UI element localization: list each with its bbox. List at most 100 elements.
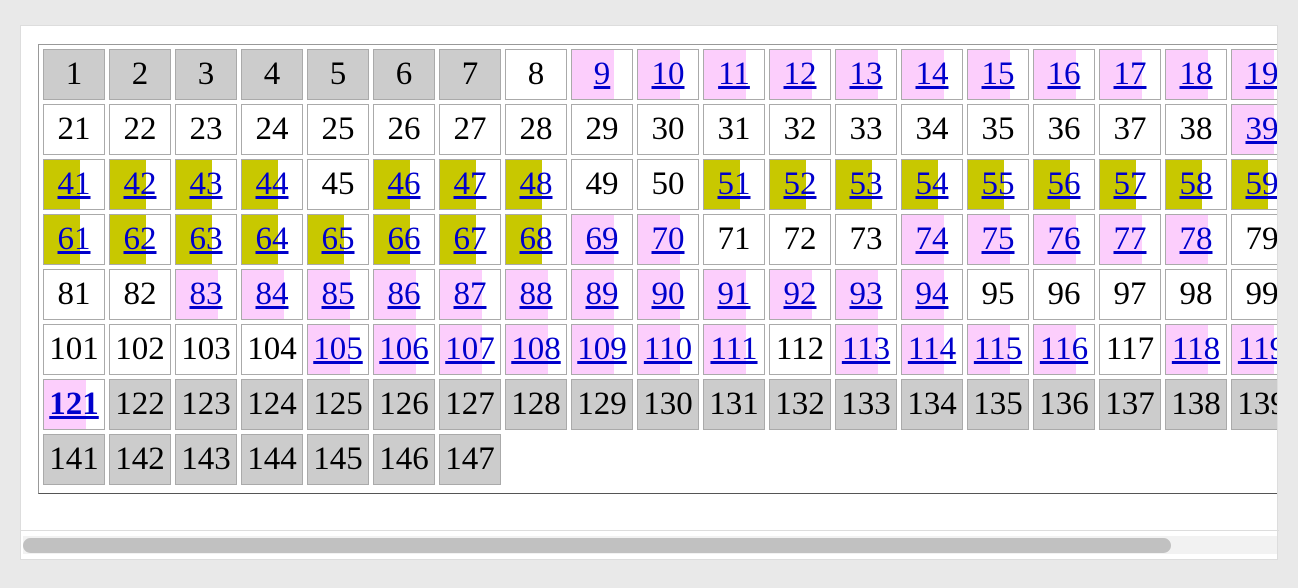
day-cell[interactable]: 9	[571, 49, 633, 100]
day-link[interactable]: 113	[841, 331, 891, 367]
day-link[interactable]: 39	[1245, 111, 1278, 147]
day-cell[interactable]: 53	[835, 159, 897, 210]
day-cell[interactable]: 46	[373, 159, 435, 210]
day-cell[interactable]: 121	[43, 379, 105, 430]
day-link[interactable]: 9	[593, 56, 611, 92]
day-link[interactable]: 109	[577, 331, 627, 367]
day-link[interactable]: 16	[1047, 56, 1081, 92]
day-link[interactable]: 65	[321, 221, 355, 257]
day-link[interactable]: 14	[915, 56, 949, 92]
day-link[interactable]: 105	[313, 331, 363, 367]
day-cell[interactable]: 70	[637, 214, 699, 265]
day-cell[interactable]: 42	[109, 159, 171, 210]
day-cell[interactable]: 119	[1231, 324, 1277, 375]
day-link[interactable]: 91	[717, 276, 751, 312]
day-link[interactable]: 119	[1237, 331, 1277, 367]
day-link[interactable]: 67	[453, 221, 487, 257]
day-cell[interactable]: 13	[835, 49, 897, 100]
day-link[interactable]: 66	[387, 221, 421, 257]
day-cell[interactable]: 39	[1231, 104, 1277, 155]
day-cell[interactable]: 11	[703, 49, 765, 100]
day-cell[interactable]: 113	[835, 324, 897, 375]
day-link[interactable]: 59	[1245, 166, 1278, 202]
day-link[interactable]: 63	[189, 221, 223, 257]
day-link[interactable]: 84	[255, 276, 289, 312]
day-link[interactable]: 86	[387, 276, 421, 312]
day-link[interactable]: 17	[1113, 56, 1147, 92]
day-cell[interactable]: 87	[439, 269, 501, 320]
day-cell[interactable]: 90	[637, 269, 699, 320]
day-cell[interactable]: 43	[175, 159, 237, 210]
day-cell[interactable]: 109	[571, 324, 633, 375]
day-link[interactable]: 115	[973, 331, 1023, 367]
day-link[interactable]: 12	[783, 56, 817, 92]
day-cell[interactable]: 16	[1033, 49, 1095, 100]
day-cell[interactable]: 114	[901, 324, 963, 375]
day-cell[interactable]: 94	[901, 269, 963, 320]
scrollbar-thumb[interactable]	[23, 538, 1171, 553]
day-link[interactable]: 83	[189, 276, 223, 312]
day-link[interactable]: 77	[1113, 221, 1147, 257]
day-cell[interactable]: 89	[571, 269, 633, 320]
day-link[interactable]: 108	[511, 331, 561, 367]
day-cell[interactable]: 15	[967, 49, 1029, 100]
day-cell[interactable]: 51	[703, 159, 765, 210]
day-link[interactable]: 43	[189, 166, 223, 202]
day-cell[interactable]: 48	[505, 159, 567, 210]
day-link[interactable]: 62	[123, 221, 157, 257]
day-cell[interactable]: 83	[175, 269, 237, 320]
day-cell[interactable]: 63	[175, 214, 237, 265]
day-link[interactable]: 87	[453, 276, 487, 312]
day-link[interactable]: 55	[981, 166, 1015, 202]
day-cell[interactable]: 76	[1033, 214, 1095, 265]
day-link[interactable]: 61	[57, 221, 91, 257]
day-cell[interactable]: 111	[703, 324, 765, 375]
day-cell[interactable]: 10	[637, 49, 699, 100]
day-link[interactable]: 111	[710, 331, 758, 367]
day-link[interactable]: 52	[783, 166, 817, 202]
day-cell[interactable]: 110	[637, 324, 699, 375]
day-link[interactable]: 58	[1179, 166, 1213, 202]
day-link[interactable]: 53	[849, 166, 883, 202]
day-link[interactable]: 48	[519, 166, 553, 202]
day-cell[interactable]: 41	[43, 159, 105, 210]
day-cell[interactable]: 47	[439, 159, 501, 210]
day-link[interactable]: 57	[1113, 166, 1147, 202]
day-link[interactable]: 10	[651, 56, 685, 92]
day-link[interactable]: 18	[1179, 56, 1213, 92]
day-cell[interactable]: 108	[505, 324, 567, 375]
day-link[interactable]: 78	[1179, 221, 1213, 257]
day-link[interactable]: 46	[387, 166, 421, 202]
day-link[interactable]: 13	[849, 56, 883, 92]
day-link[interactable]: 42	[123, 166, 157, 202]
day-link[interactable]: 51	[717, 166, 751, 202]
day-cell[interactable]: 57	[1099, 159, 1161, 210]
day-cell[interactable]: 86	[373, 269, 435, 320]
day-cell[interactable]: 92	[769, 269, 831, 320]
day-cell[interactable]: 91	[703, 269, 765, 320]
day-link[interactable]: 64	[255, 221, 289, 257]
day-link[interactable]: 54	[915, 166, 949, 202]
day-cell[interactable]: 67	[439, 214, 501, 265]
day-cell[interactable]: 77	[1099, 214, 1161, 265]
day-link[interactable]: 56	[1047, 166, 1081, 202]
day-link[interactable]: 121	[49, 386, 99, 422]
day-cell[interactable]: 12	[769, 49, 831, 100]
day-cell[interactable]: 66	[373, 214, 435, 265]
day-cell[interactable]: 105	[307, 324, 369, 375]
day-cell[interactable]: 68	[505, 214, 567, 265]
day-cell[interactable]: 74	[901, 214, 963, 265]
day-cell[interactable]: 62	[109, 214, 171, 265]
day-cell[interactable]: 107	[439, 324, 501, 375]
day-link[interactable]: 41	[57, 166, 91, 202]
day-link[interactable]: 118	[1171, 331, 1221, 367]
day-link[interactable]: 74	[915, 221, 949, 257]
day-link[interactable]: 93	[849, 276, 883, 312]
day-cell[interactable]: 56	[1033, 159, 1095, 210]
day-cell[interactable]: 84	[241, 269, 303, 320]
day-cell[interactable]: 58	[1165, 159, 1227, 210]
day-cell[interactable]: 44	[241, 159, 303, 210]
day-cell[interactable]: 14	[901, 49, 963, 100]
day-cell[interactable]: 115	[967, 324, 1029, 375]
day-cell[interactable]: 64	[241, 214, 303, 265]
